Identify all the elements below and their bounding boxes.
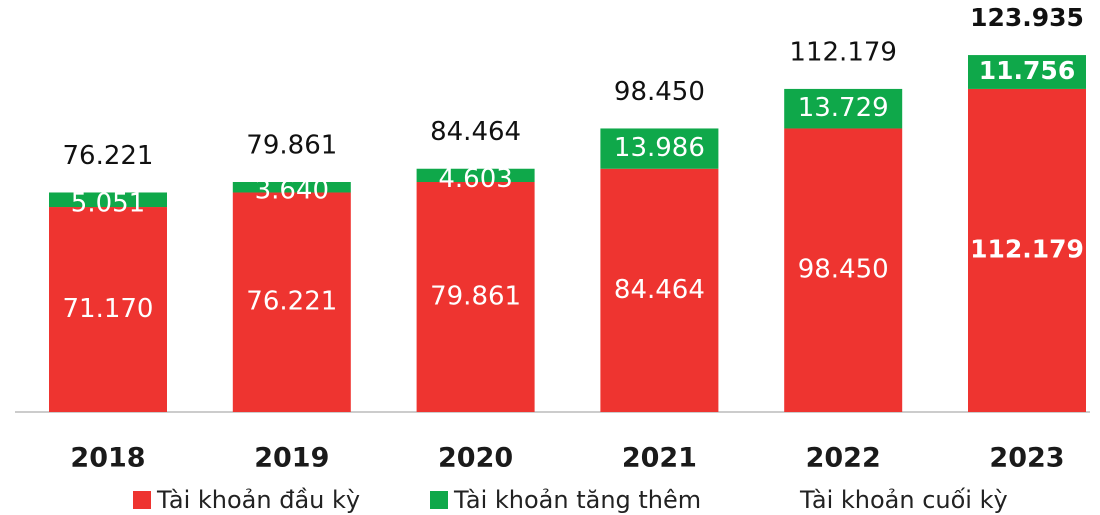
total-label: 76.221 bbox=[63, 141, 154, 171]
value-label: 84.464 bbox=[614, 275, 705, 305]
bar-segment bbox=[968, 88, 1086, 413]
legend-label: Tài khoản cuối kỳ bbox=[799, 486, 1008, 514]
legend-label: Tài khoản đầu kỳ bbox=[156, 486, 360, 514]
value-label: 76.221 bbox=[246, 287, 337, 317]
bar-segment bbox=[416, 168, 535, 183]
total-label: 79.861 bbox=[246, 131, 337, 161]
legend-swatch bbox=[430, 491, 448, 509]
value-label: 112.179 bbox=[970, 234, 1084, 263]
value-label: 71.170 bbox=[63, 294, 154, 324]
legend-swatch bbox=[133, 491, 151, 509]
bar-segment bbox=[49, 207, 167, 412]
total-label: 123.935 bbox=[970, 3, 1084, 32]
value-label: 79.861 bbox=[430, 282, 521, 312]
bar-segment bbox=[232, 192, 351, 412]
x-tick-label: 2019 bbox=[254, 443, 329, 474]
x-tick-label: 2023 bbox=[989, 443, 1064, 474]
x-tick-label: 2021 bbox=[622, 443, 697, 474]
x-tick-label: 2022 bbox=[806, 443, 881, 474]
x-tick-label: 2018 bbox=[70, 443, 145, 474]
value-label: 13.986 bbox=[614, 133, 705, 163]
legend-label: Tài khoản tăng thêm bbox=[453, 486, 701, 514]
value-label: 11.756 bbox=[979, 56, 1075, 85]
value-label: 98.450 bbox=[798, 255, 889, 285]
bar-segment bbox=[784, 128, 903, 413]
value-label: 5.051 bbox=[71, 188, 145, 218]
value-label: 3.640 bbox=[255, 176, 329, 206]
bar-segment bbox=[784, 88, 903, 129]
bar-segment bbox=[416, 182, 535, 412]
x-tick-label: 2020 bbox=[438, 443, 513, 474]
total-label: 84.464 bbox=[430, 117, 521, 147]
bar-segment bbox=[232, 182, 351, 193]
bar-segment bbox=[600, 168, 719, 412]
value-label: 4.603 bbox=[438, 164, 512, 194]
total-label: 98.450 bbox=[614, 77, 705, 107]
bar-segment bbox=[49, 192, 167, 208]
total-label: 112.179 bbox=[789, 37, 897, 67]
value-label: 13.729 bbox=[798, 93, 889, 123]
bar-segment bbox=[600, 128, 719, 169]
bar-segment bbox=[968, 55, 1086, 89]
